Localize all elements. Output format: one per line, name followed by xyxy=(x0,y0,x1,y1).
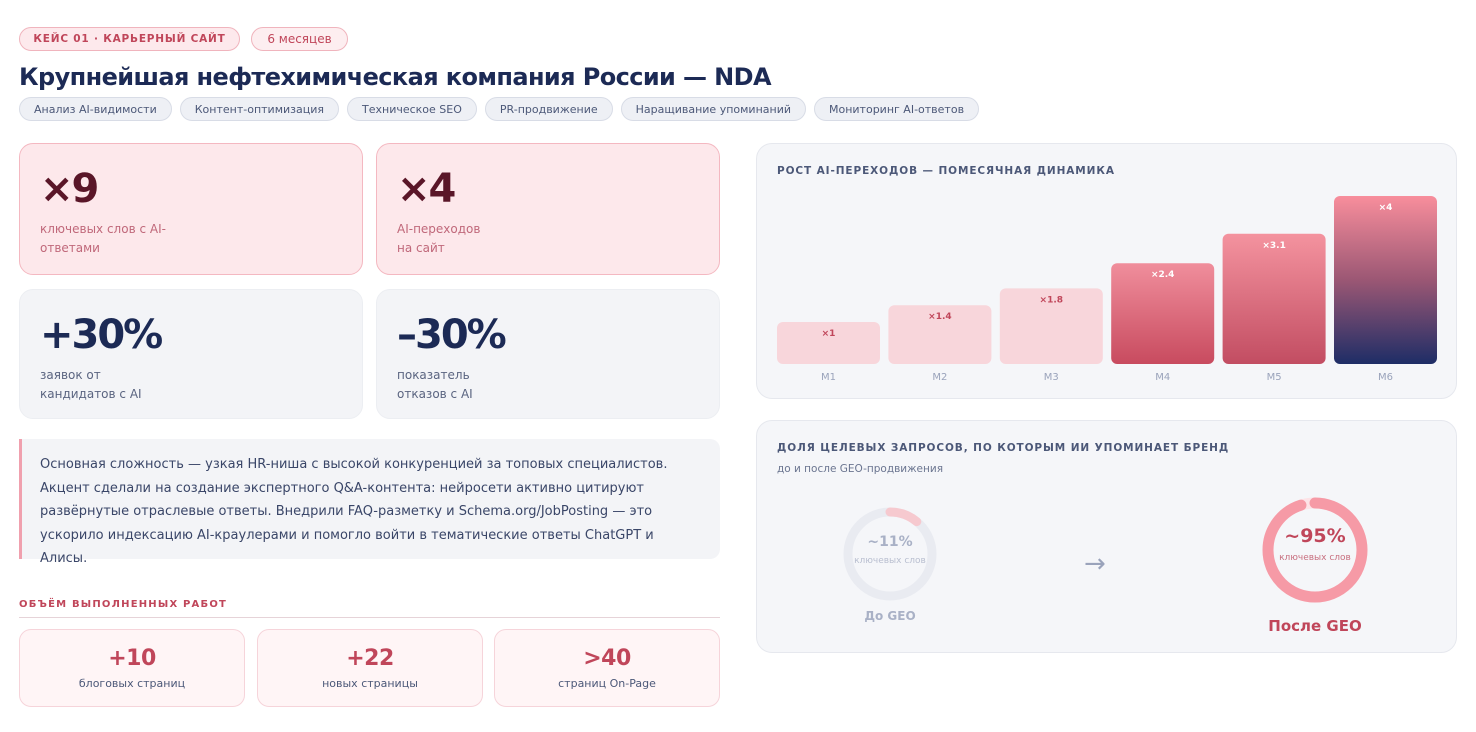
x-tick-label: M4 xyxy=(1155,372,1170,383)
stat-card-bounce: –30% показатель отказов с AI xyxy=(376,289,720,419)
share-panel: ДОЛЯ ЦЕЛЕВЫХ ЗАПРОСОВ, ПО КОТОРЫМ ИИ УПО… xyxy=(756,420,1457,653)
stat-label: показатель отказов с AI xyxy=(397,368,473,401)
works-section-title: ОБЪЁМ ВЫПОЛНЕННЫХ РАБОТ xyxy=(19,599,228,610)
stat-value: +30% xyxy=(40,312,163,358)
duration-badge: 6 месяцев xyxy=(251,27,348,51)
service-tags: Анализ AI-видимости Контент-оптимизация … xyxy=(19,97,980,121)
stat-value: ×4 xyxy=(397,166,456,212)
donut-after-value: ~95% xyxy=(1284,525,1346,547)
work-label: страниц On-Page xyxy=(558,677,656,690)
donut-before-value: ~11% xyxy=(867,534,913,550)
bar-m1 xyxy=(777,322,880,364)
bar-m4 xyxy=(1111,263,1215,364)
case-description: Основная сложность — узкая HR-ниша с выс… xyxy=(19,439,720,566)
work-value: >40 xyxy=(583,646,631,671)
bar-m3 xyxy=(999,288,1103,364)
stat-value: –30% xyxy=(397,312,507,358)
bar-value-label: ×4 xyxy=(1379,203,1393,213)
donut-after: ~95% ключевых слов xyxy=(1260,495,1370,605)
share-subtitle: до и после GEO-продвижения xyxy=(777,463,944,475)
chart-title: РОСТ AI-ПЕРЕХОДОВ — ПОМЕСЯЧНАЯ ДИНАМИКА xyxy=(777,165,1115,177)
stat-value: ×9 xyxy=(40,166,99,212)
bar-value-label: ×2.4 xyxy=(1151,270,1174,280)
tag-ai-visibility: Анализ AI-видимости xyxy=(19,97,172,121)
share-title: ДОЛЯ ЦЕЛЕВЫХ ЗАПРОСОВ, ПО КОТОРЫМ ИИ УПО… xyxy=(777,442,1230,454)
donut-before-arc xyxy=(843,507,937,601)
growth-bar-chart: ×1 M1 ×1.4 M2 ×1.8 M3 ×2.4 M4 ×3.1 M5 ×4 M6 xyxy=(777,196,1437,383)
tag-technical-seo: Техническое SEO xyxy=(347,97,477,121)
x-tick-label: M6 xyxy=(1378,372,1393,383)
work-label: новых страницы xyxy=(322,677,418,690)
tag-mentions: Наращивание упоминаний xyxy=(620,97,806,121)
bar-value-label: ×1.8 xyxy=(1040,295,1063,305)
work-value: +10 xyxy=(108,646,156,671)
stat-card-applications: +30% заявок от кандидатов с AI xyxy=(19,289,363,419)
before-caption: До GEO xyxy=(864,609,916,623)
x-tick-label: M1 xyxy=(821,372,836,383)
bar-m5 xyxy=(1222,233,1326,364)
page-title: Крупнейшая нефтехимическая компания Росс… xyxy=(19,63,772,91)
arrow-right-icon: → xyxy=(1084,549,1106,579)
tag-pr: PR-продвижение xyxy=(484,97,613,121)
tag-content-optimization: Контент-оптимизация xyxy=(179,97,339,121)
after-caption: После GEO xyxy=(1268,617,1362,635)
stat-label: заявок от кандидатов с AI xyxy=(40,368,142,401)
work-card-onpage: >40 страниц On-Page xyxy=(494,629,720,707)
x-tick-label: M2 xyxy=(932,372,947,383)
divider xyxy=(19,617,720,618)
work-value: +22 xyxy=(346,646,394,671)
x-tick-label: M3 xyxy=(1044,372,1059,383)
stat-card-ai-traffic: ×4 AI-переходов на сайт xyxy=(376,143,720,275)
stat-card-keywords: ×9 ключевых слов с AI-ответами xyxy=(19,143,363,275)
case-badge: КЕЙС 01 · КАРЬЕРНЫЙ САЙТ xyxy=(19,27,240,51)
bar-m6 xyxy=(1334,196,1437,364)
donut-after-arc xyxy=(1262,497,1368,603)
tag-monitoring: Мониторинг AI-ответов xyxy=(814,97,980,121)
donut-after-unit: ключевых слов xyxy=(1279,553,1351,563)
growth-chart-panel: РОСТ AI-ПЕРЕХОДОВ — ПОМЕСЯЧНАЯ ДИНАМИКА … xyxy=(756,143,1457,399)
work-card-pages: +22 новых страницы xyxy=(257,629,483,707)
work-label: блоговых страниц xyxy=(78,677,186,690)
donut-before-unit: ключевых слов xyxy=(854,556,926,566)
work-card-blog: +10 блоговых страниц xyxy=(19,629,245,707)
donut-before: ~11% ключевых слов xyxy=(841,505,939,603)
bar-m2 xyxy=(888,305,992,364)
bar-value-label: ×1.4 xyxy=(928,312,951,322)
bar-value-label: ×1 xyxy=(822,329,836,339)
stat-label: ключевых слов с AI-ответами xyxy=(40,222,166,255)
stat-label: AI-переходов на сайт xyxy=(397,222,481,255)
bar-value-label: ×3.1 xyxy=(1262,241,1285,251)
x-tick-label: M5 xyxy=(1267,372,1282,383)
